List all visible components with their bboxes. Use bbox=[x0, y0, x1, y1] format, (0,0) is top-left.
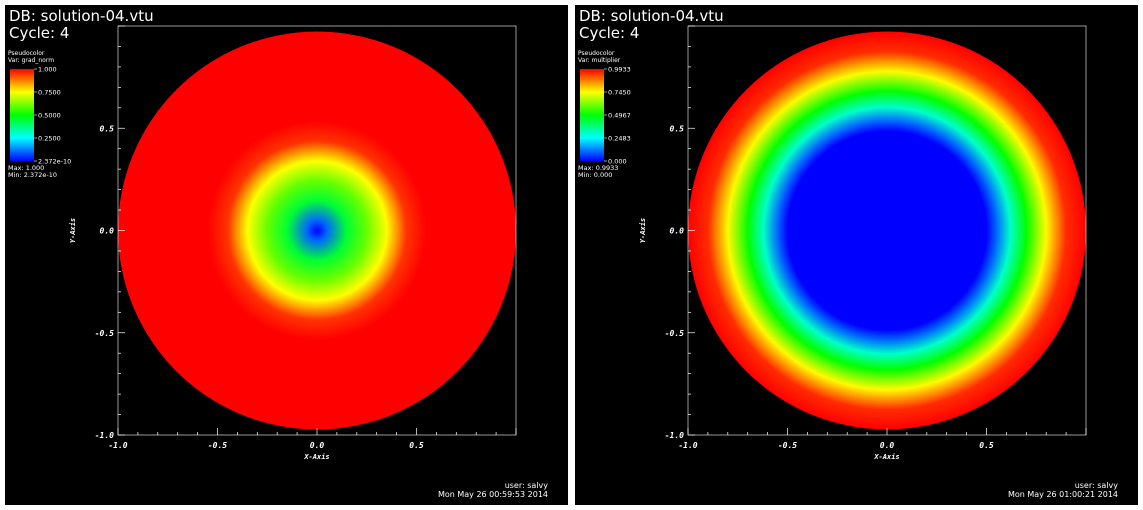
legend-variable: Var: multiplier bbox=[578, 57, 621, 64]
left-plot-window: DB: solution-04.vtu Cycle: 4 -1.0 -0.5 0.0… bbox=[5, 5, 568, 505]
colorbar-tick-label: 1.000 bbox=[38, 66, 57, 74]
x-tick-label: 0.0 bbox=[310, 441, 325, 450]
x-axis-title: X-Axis bbox=[303, 453, 329, 461]
y-tick-label: 0.0 bbox=[670, 227, 685, 236]
field-disk bbox=[688, 31, 1086, 430]
colorbar-tick-label: 0.000 bbox=[608, 158, 627, 166]
footer-date: Mon May 26 01:00:21 2014 bbox=[1007, 490, 1118, 499]
footer-date: Mon May 26 00:59:53 2014 bbox=[437, 490, 548, 499]
right-plot-window: DB: solution-04.vtu Cycle: 4 -1.0 -0.5 0.0… bbox=[575, 5, 1138, 505]
legend-max: Max: 0.9933 bbox=[578, 164, 618, 172]
colorbar bbox=[580, 69, 604, 161]
legend-title: Pseudocolor bbox=[8, 50, 45, 57]
x-tick-label: 0.5 bbox=[409, 441, 424, 450]
pseudocolor-plot: -1.0 -0.5 0.0 0.5 -1.0 -0.5 0.0 0.5 X-Axis Y-Axis… bbox=[578, 25, 1087, 461]
colorbar-tick-label: 0.9933 bbox=[608, 66, 631, 74]
database-label: DB: solution-04.vtu bbox=[9, 7, 154, 25]
pseudocolor-plot: -1.0 -0.5 0.0 0.5 -1.0 -0.5 0.0 0.5 X-Axis Y-Axis… bbox=[8, 25, 517, 461]
cycle-label: Cycle: 4 bbox=[9, 24, 70, 42]
legend-variable: Var: grad_norm bbox=[8, 57, 54, 64]
cycle-label: Cycle: 4 bbox=[579, 24, 640, 42]
x-tick-label: 0.0 bbox=[880, 441, 895, 450]
legend-min: Min: 2.372e-10 bbox=[8, 171, 57, 179]
x-tick-label: -0.5 bbox=[778, 441, 797, 450]
x-tick-label: -0.5 bbox=[208, 441, 227, 450]
x-tick-label: 0.5 bbox=[979, 441, 994, 450]
y-tick-label: 0.5 bbox=[670, 124, 685, 133]
y-tick-label: -0.5 bbox=[665, 329, 684, 338]
legend-min: Min: 0.000 bbox=[578, 171, 612, 179]
y-axis-title: Y-Axis bbox=[69, 218, 77, 243]
field-disk bbox=[118, 31, 516, 430]
y-tick-label: -1.0 bbox=[95, 431, 114, 440]
y-axis-title: Y-Axis bbox=[639, 218, 647, 243]
legend-max: Max: 1.000 bbox=[8, 164, 44, 172]
colorbar-tick-label: 0.2500 bbox=[38, 135, 61, 143]
colorbar-tick-label: 0.5000 bbox=[38, 112, 61, 120]
colorbar-tick-label: 0.7450 bbox=[608, 89, 631, 97]
colorbar-tick-label: 0.2483 bbox=[608, 135, 631, 143]
database-label: DB: solution-04.vtu bbox=[579, 7, 724, 25]
footer-user: user: salvy bbox=[1074, 481, 1118, 490]
x-tick-label: -1.0 bbox=[108, 441, 127, 450]
colorbar-tick-label: 0.7500 bbox=[38, 89, 61, 97]
footer-user: user: salvy bbox=[504, 481, 548, 490]
y-tick-label: 0.5 bbox=[100, 124, 115, 133]
y-tick-label: 0.0 bbox=[100, 227, 115, 236]
y-tick-label: -0.5 bbox=[95, 329, 114, 338]
y-tick-label: -1.0 bbox=[665, 431, 684, 440]
colorbar-tick-label: 2.372e-10 bbox=[38, 158, 71, 166]
x-tick-label: -1.0 bbox=[678, 441, 697, 450]
legend-title: Pseudocolor bbox=[578, 50, 615, 57]
colorbar bbox=[10, 69, 34, 161]
x-axis-title: X-Axis bbox=[873, 453, 899, 461]
colorbar-tick-label: 0.4967 bbox=[608, 112, 631, 120]
